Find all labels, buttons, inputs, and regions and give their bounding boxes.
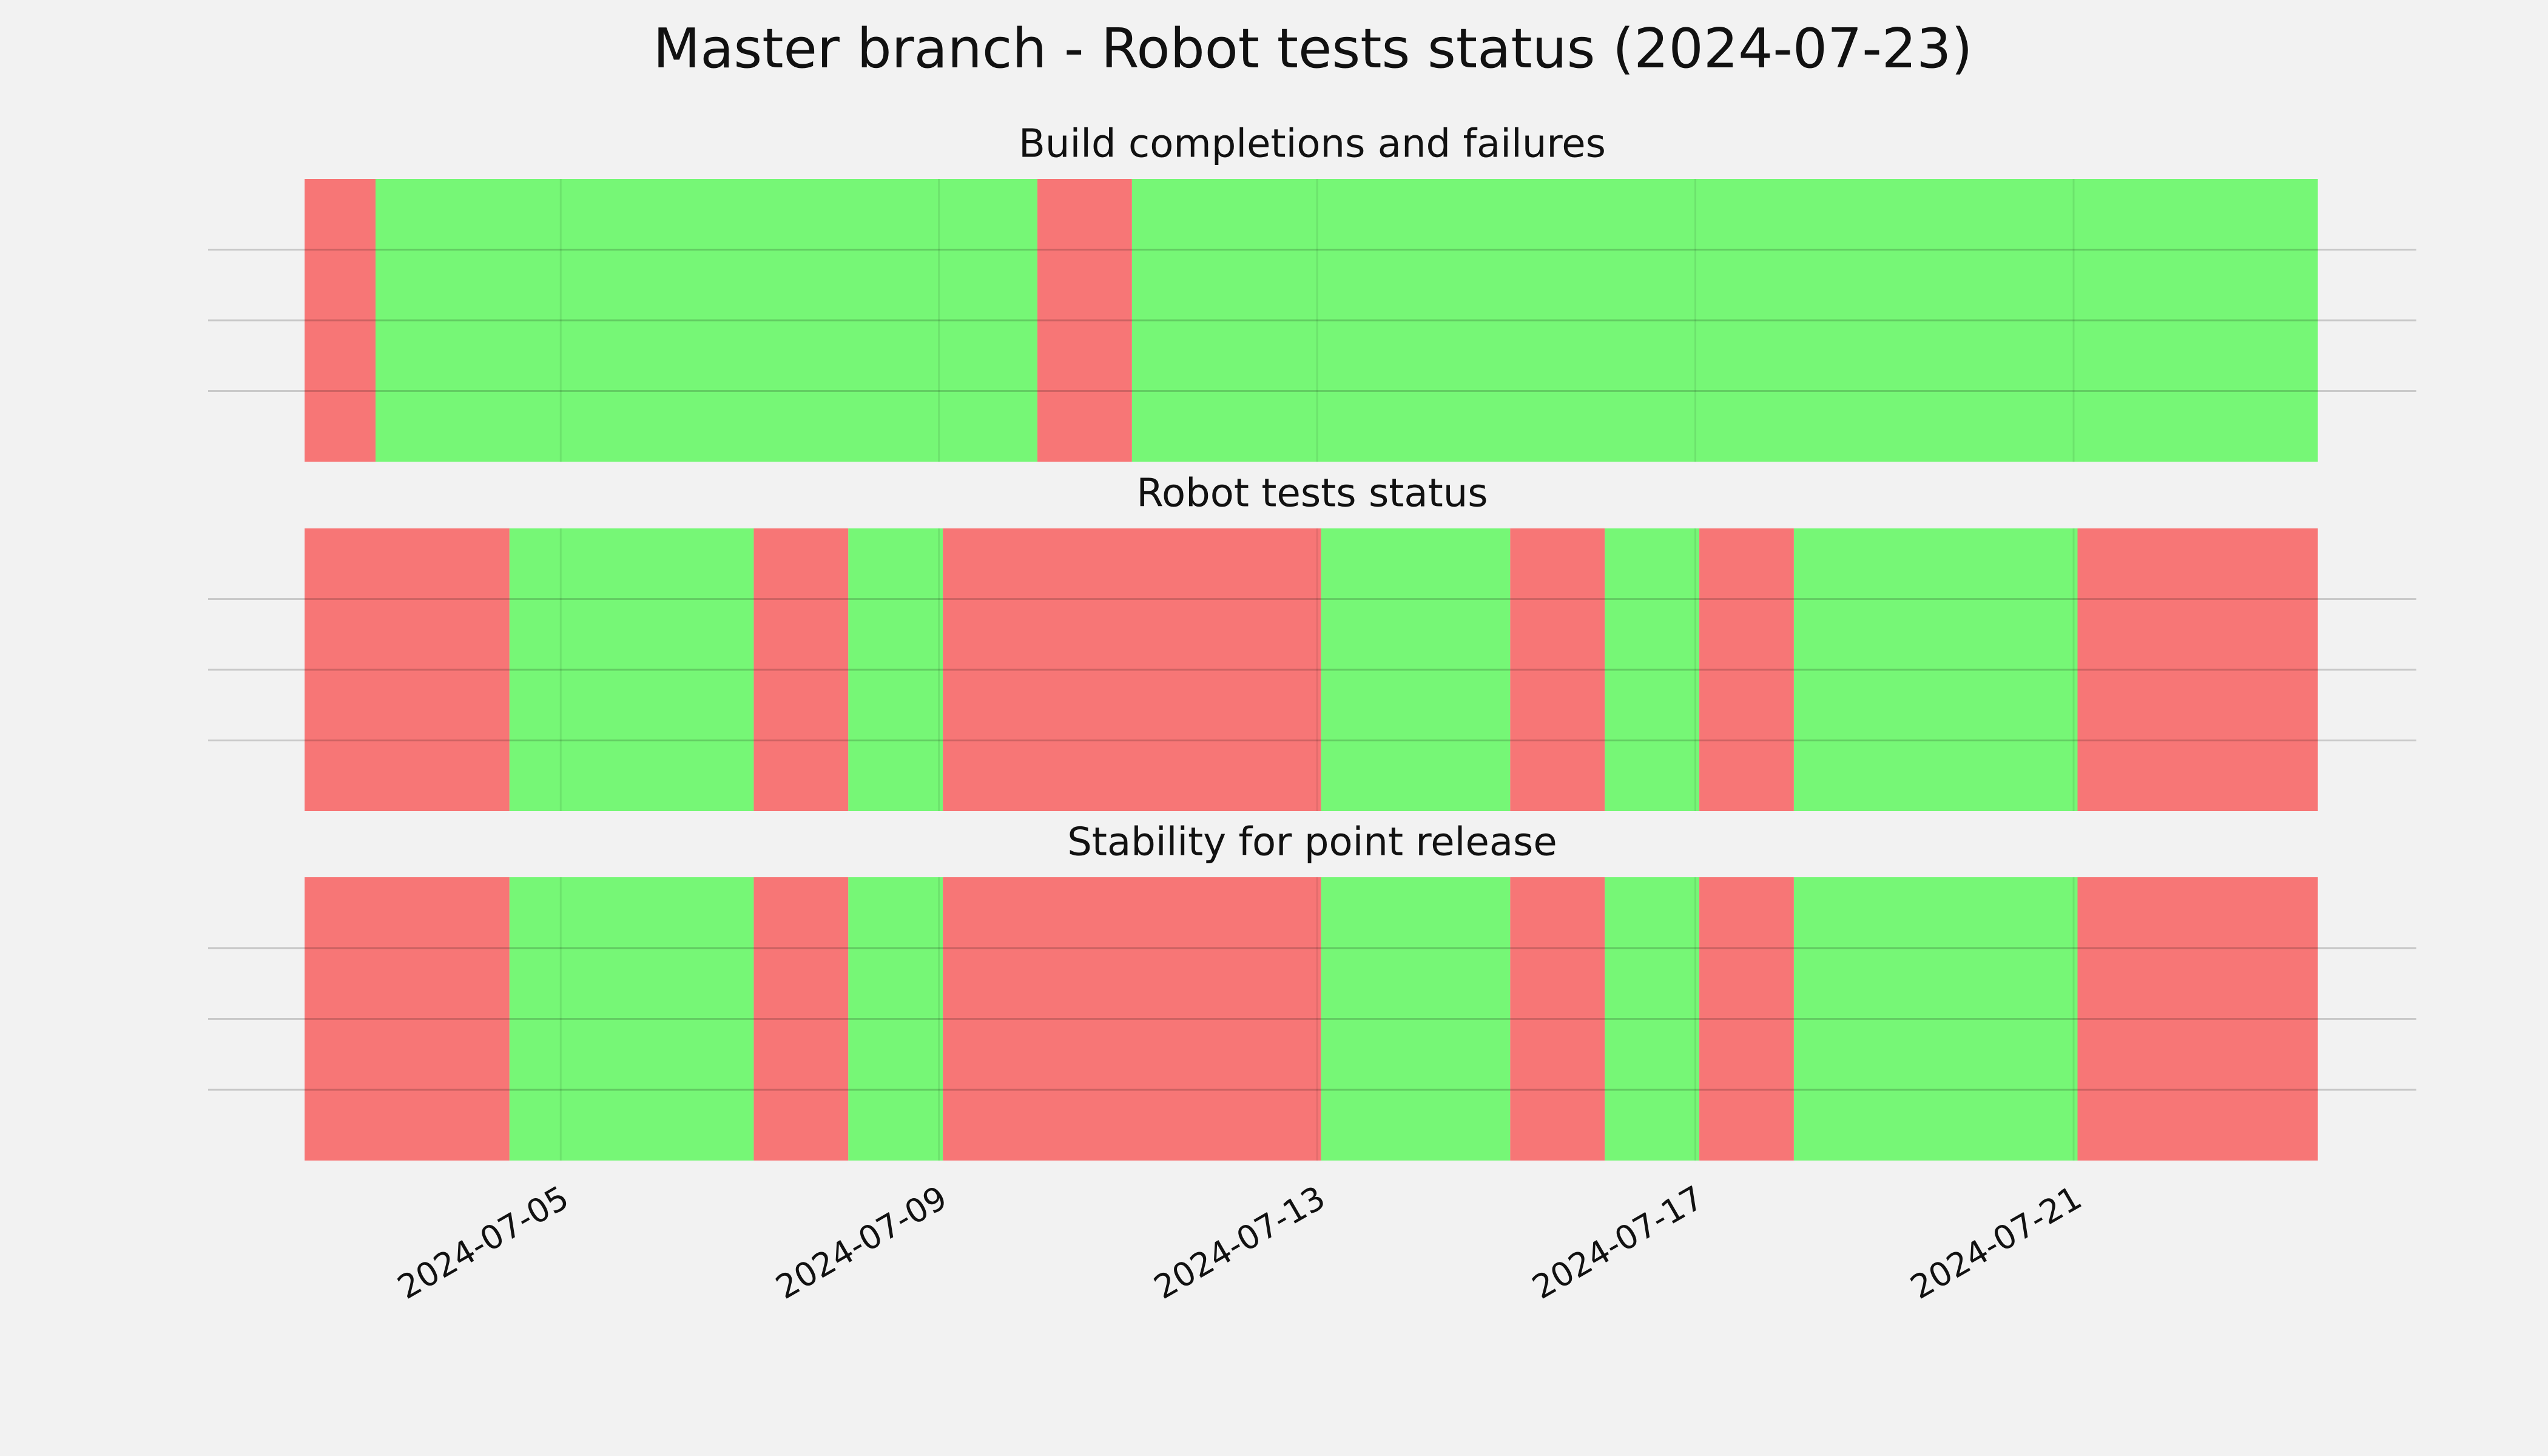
status-span xyxy=(305,528,510,811)
status-span xyxy=(753,877,849,1161)
status-span xyxy=(848,877,943,1161)
status-span xyxy=(376,179,1038,462)
status-span xyxy=(1793,528,2078,811)
panel-title: Robot tests status xyxy=(1136,471,1488,516)
status-span xyxy=(1321,528,1511,811)
status-span xyxy=(2077,528,2318,811)
status-span xyxy=(1510,877,1605,1161)
status-span xyxy=(848,528,943,811)
status-span xyxy=(509,528,754,811)
status-span xyxy=(1699,528,1794,811)
figure-title: Master branch - Robot tests status (2024… xyxy=(653,17,1973,81)
status-span xyxy=(509,877,754,1161)
status-span xyxy=(1037,179,1132,462)
status-span xyxy=(1605,877,1700,1161)
status-span xyxy=(1131,179,2318,462)
status-span xyxy=(943,877,1321,1161)
status-span xyxy=(943,528,1321,811)
status-span xyxy=(1605,528,1700,811)
panel-title: Stability for point release xyxy=(1067,820,1557,865)
panel-title: Build completions and failures xyxy=(1019,122,1606,167)
status-span xyxy=(2077,877,2318,1161)
status-span xyxy=(1793,877,2078,1161)
status-span xyxy=(1510,528,1605,811)
status-span xyxy=(1699,877,1794,1161)
status-span xyxy=(1321,877,1511,1161)
status-span xyxy=(753,528,849,811)
status-span xyxy=(305,877,510,1161)
status-span xyxy=(305,179,376,462)
